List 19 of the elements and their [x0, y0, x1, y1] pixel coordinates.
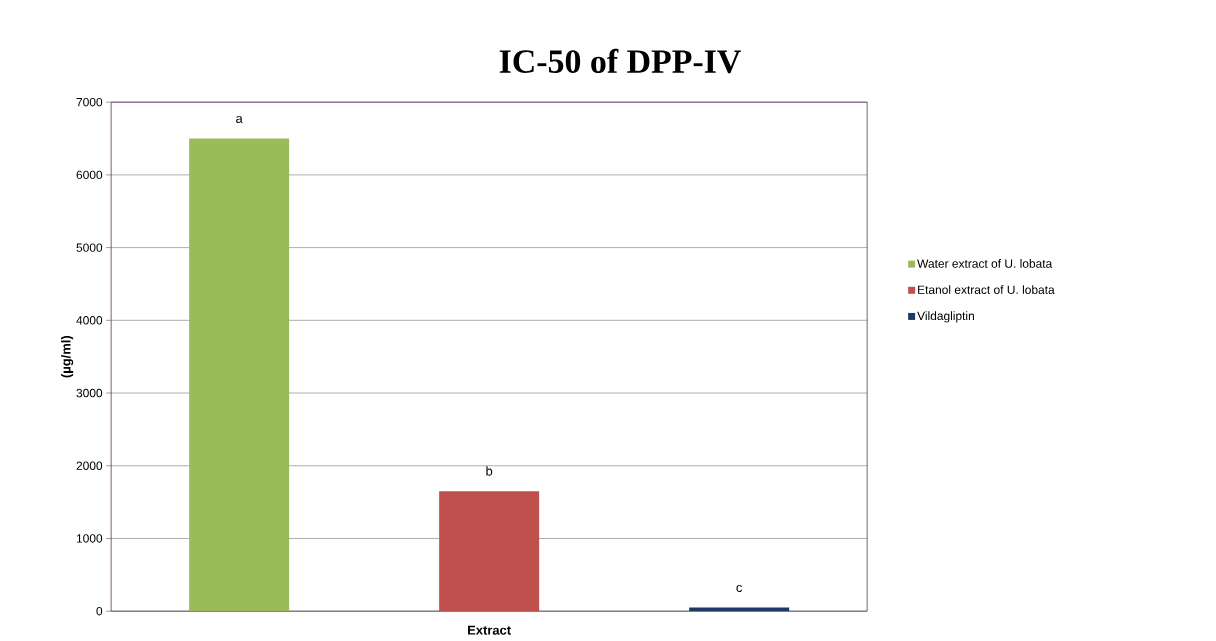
bar: [439, 491, 540, 612]
y-tick-label: 7000: [76, 97, 103, 107]
y-tick-label: 3000: [76, 388, 103, 398]
y-tick-label: 5000: [76, 243, 103, 252]
legend-label: Etanol extract of U. lobata: [918, 285, 1055, 294]
annotation: a: [236, 115, 243, 124]
y-tick-label: 0: [96, 606, 103, 616]
annotation: b: [486, 466, 493, 476]
y-tick-label: 2000: [76, 461, 103, 470]
y-tick-label: 6000: [76, 170, 103, 180]
y-tick-label: 1000: [76, 534, 103, 543]
x-axis-title: Extract: [468, 625, 511, 635]
bar: [189, 138, 290, 612]
chart-title: IC-50 of DPP-IV: [499, 48, 741, 74]
y-axis-title: (µg/ml): [61, 335, 74, 378]
y-tick-label: 4000: [76, 316, 103, 325]
annotation: c: [736, 584, 743, 593]
legend-label: Vildagliptin: [917, 311, 974, 323]
legend-label: Water extract of U. lobata: [917, 259, 1053, 268]
